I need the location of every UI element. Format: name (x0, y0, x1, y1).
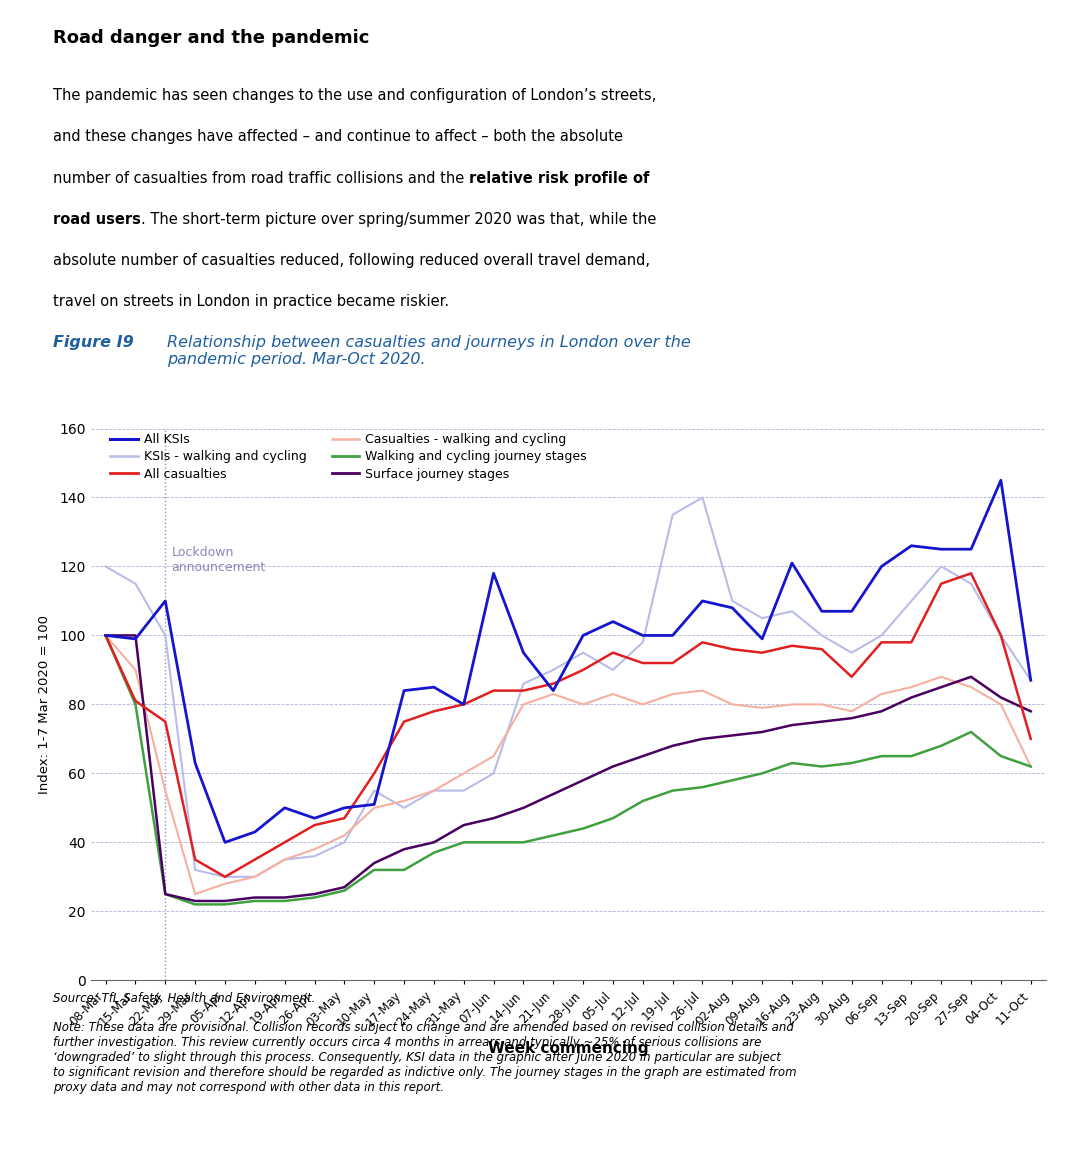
Text: Source: TfL Safety, Health and Environment.: Source: TfL Safety, Health and Environme… (53, 992, 316, 1005)
Text: Road danger and the pandemic: Road danger and the pandemic (53, 29, 370, 47)
Text: Relationship between casualties and journeys in London over the
pandemic period.: Relationship between casualties and jour… (168, 335, 691, 367)
Text: Note: These data are provisional. Collision records subject to change and are am: Note: These data are provisional. Collis… (53, 1020, 797, 1093)
X-axis label: Week commencing: Week commencing (488, 1040, 649, 1055)
Text: absolute number of casualties reduced, following reduced overall travel demand,: absolute number of casualties reduced, f… (53, 252, 651, 268)
Text: road users: road users (53, 211, 141, 227)
Text: and these changes have affected – and continue to affect – both the absolute: and these changes have affected – and co… (53, 129, 623, 144)
Text: Figure I9: Figure I9 (53, 335, 134, 350)
Text: . The short-term picture over spring/summer 2020 was that, while the: . The short-term picture over spring/sum… (141, 211, 656, 227)
Text: travel on streets in London in practice became riskier.: travel on streets in London in practice … (53, 294, 449, 309)
Text: Lockdown
announcement: Lockdown announcement (172, 546, 266, 574)
Y-axis label: Index: 1-7 Mar 2020 = 100: Index: 1-7 Mar 2020 = 100 (38, 615, 51, 794)
Legend: All KSIs, KSIs - walking and cycling, All casualties, Casualties - walking and c: All KSIs, KSIs - walking and cycling, Al… (107, 430, 591, 485)
Text: number of casualties from road traffic collisions and the: number of casualties from road traffic c… (53, 170, 469, 185)
Text: relative risk profile of: relative risk profile of (469, 170, 650, 185)
Text: The pandemic has seen changes to the use and configuration of London’s streets,: The pandemic has seen changes to the use… (53, 88, 656, 103)
